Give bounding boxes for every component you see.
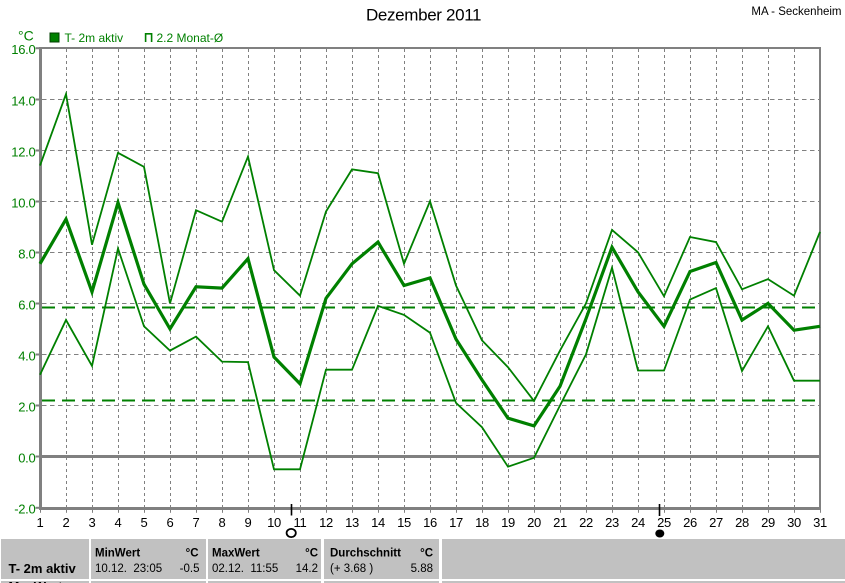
- svg-text:4: 4: [115, 515, 122, 530]
- svg-text:10: 10: [267, 515, 281, 530]
- svg-text:10.12. 23:05: 10.12. 23:05: [95, 563, 162, 575]
- svg-text:21: 21: [553, 515, 567, 530]
- svg-text:5: 5: [141, 515, 148, 530]
- svg-text:16.0: 16.0: [11, 42, 35, 57]
- svg-text:°C: °C: [18, 28, 34, 44]
- svg-text:MA - Seckenheim: MA - Seckenheim: [751, 6, 841, 18]
- svg-text:°C: °C: [186, 547, 199, 559]
- svg-text:8: 8: [219, 515, 226, 530]
- svg-text:MinWert: MinWert: [95, 547, 140, 559]
- svg-text:26: 26: [683, 515, 697, 530]
- svg-text:-0.5: -0.5: [180, 563, 200, 575]
- svg-text:13: 13: [345, 515, 359, 530]
- svg-text:25: 25: [657, 515, 671, 530]
- svg-text:7: 7: [193, 515, 200, 530]
- svg-text:6: 6: [167, 515, 174, 530]
- svg-text:28: 28: [735, 515, 749, 530]
- svg-text:15: 15: [397, 515, 411, 530]
- svg-text:12.0: 12.0: [11, 144, 35, 159]
- svg-text:-2.0: -2.0: [14, 501, 35, 516]
- svg-text:20: 20: [527, 515, 541, 530]
- svg-text:5.88: 5.88: [411, 563, 433, 575]
- svg-text:9: 9: [245, 515, 252, 530]
- svg-text:27: 27: [709, 515, 723, 530]
- svg-text:°C: °C: [420, 547, 433, 559]
- svg-text:2.0: 2.0: [18, 399, 35, 414]
- svg-text:22: 22: [579, 515, 593, 530]
- svg-text:29: 29: [761, 515, 775, 530]
- svg-text:3: 3: [89, 515, 96, 530]
- svg-text:11: 11: [294, 515, 307, 530]
- svg-text:12: 12: [319, 515, 333, 530]
- svg-text:19: 19: [501, 515, 515, 530]
- svg-text:MaxWert: MaxWert: [212, 547, 260, 559]
- svg-text:6.0: 6.0: [18, 297, 35, 312]
- svg-text:31: 31: [813, 515, 827, 530]
- svg-text:16: 16: [423, 515, 437, 530]
- svg-text:4.0: 4.0: [18, 348, 35, 363]
- svg-text:°C: °C: [305, 547, 318, 559]
- svg-text:T- 2m aktiv: T- 2m aktiv: [65, 31, 124, 45]
- svg-text:8.0: 8.0: [18, 246, 35, 261]
- svg-text:02.12. 11:55: 02.12. 11:55: [212, 563, 278, 575]
- svg-text:17: 17: [449, 515, 463, 530]
- svg-text:30: 30: [787, 515, 801, 530]
- svg-text:2.2 Monat-Ø: 2.2 Monat-Ø: [157, 31, 224, 45]
- svg-text:1: 1: [37, 515, 44, 530]
- svg-text:18: 18: [475, 515, 489, 530]
- svg-text:2: 2: [63, 515, 70, 530]
- svg-text:0.0: 0.0: [18, 450, 35, 465]
- svg-text:(+ 3.68 ): (+ 3.68 ): [330, 563, 373, 575]
- svg-text:10.0: 10.0: [11, 195, 35, 210]
- svg-text:23: 23: [605, 515, 619, 530]
- svg-text:MaxWert: MaxWert: [9, 579, 64, 583]
- svg-text:14.0: 14.0: [11, 93, 35, 108]
- svg-text:14: 14: [371, 515, 385, 530]
- svg-text:Durchschnitt: Durchschnitt: [330, 547, 401, 559]
- svg-text:Dezember 2011: Dezember 2011: [366, 6, 481, 25]
- svg-text:14.2: 14.2: [296, 563, 318, 575]
- svg-text:T- 2m aktiv: T- 2m aktiv: [9, 561, 77, 576]
- svg-text:24: 24: [631, 515, 645, 530]
